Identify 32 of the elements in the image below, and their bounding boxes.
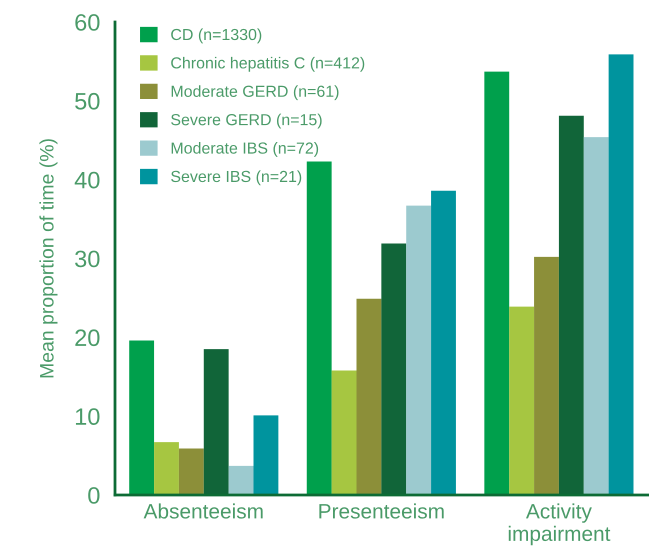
legend-label: CD (n=1330) [171, 28, 262, 44]
bar [431, 190, 456, 495]
bar [129, 340, 154, 495]
bar [154, 442, 179, 495]
legend-label: Moderate IBS (n=72) [172, 142, 318, 157]
x-tick-label: Activity impairment [508, 503, 610, 546]
bar [534, 256, 559, 495]
y-tick-label: 20 [75, 329, 100, 346]
bar [306, 162, 332, 495]
bar [228, 466, 254, 495]
bar [332, 370, 356, 495]
bar [356, 298, 382, 495]
legend-label: Severe IBS (n=21) [171, 170, 302, 186]
bar [178, 448, 204, 495]
bar [254, 415, 278, 495]
y-tick-label: 50 [75, 92, 100, 110]
y-tick-label: 30 [75, 250, 100, 268]
legend-label: Moderate GERD (n=61) [172, 85, 338, 100]
legend-label: Chronic hepatitis C (n=412) [171, 56, 364, 72]
bar [484, 72, 510, 495]
x-tick-label: Presenteeism [319, 503, 444, 519]
y-axis-title: Mean proportion of time (%) [39, 139, 58, 378]
y-tick-label: 0 [88, 487, 100, 504]
legend-label: Severe GERD (n=15) [171, 114, 322, 128]
y-tick-label: 10 [76, 408, 100, 425]
y-tick-label: 40 [74, 172, 100, 188]
bar [584, 137, 609, 495]
x-tick-label: Absenteeism [144, 503, 263, 519]
y-tick-label: 60 [75, 14, 100, 31]
bar [509, 306, 534, 495]
bar [406, 206, 432, 495]
bar [608, 54, 634, 495]
